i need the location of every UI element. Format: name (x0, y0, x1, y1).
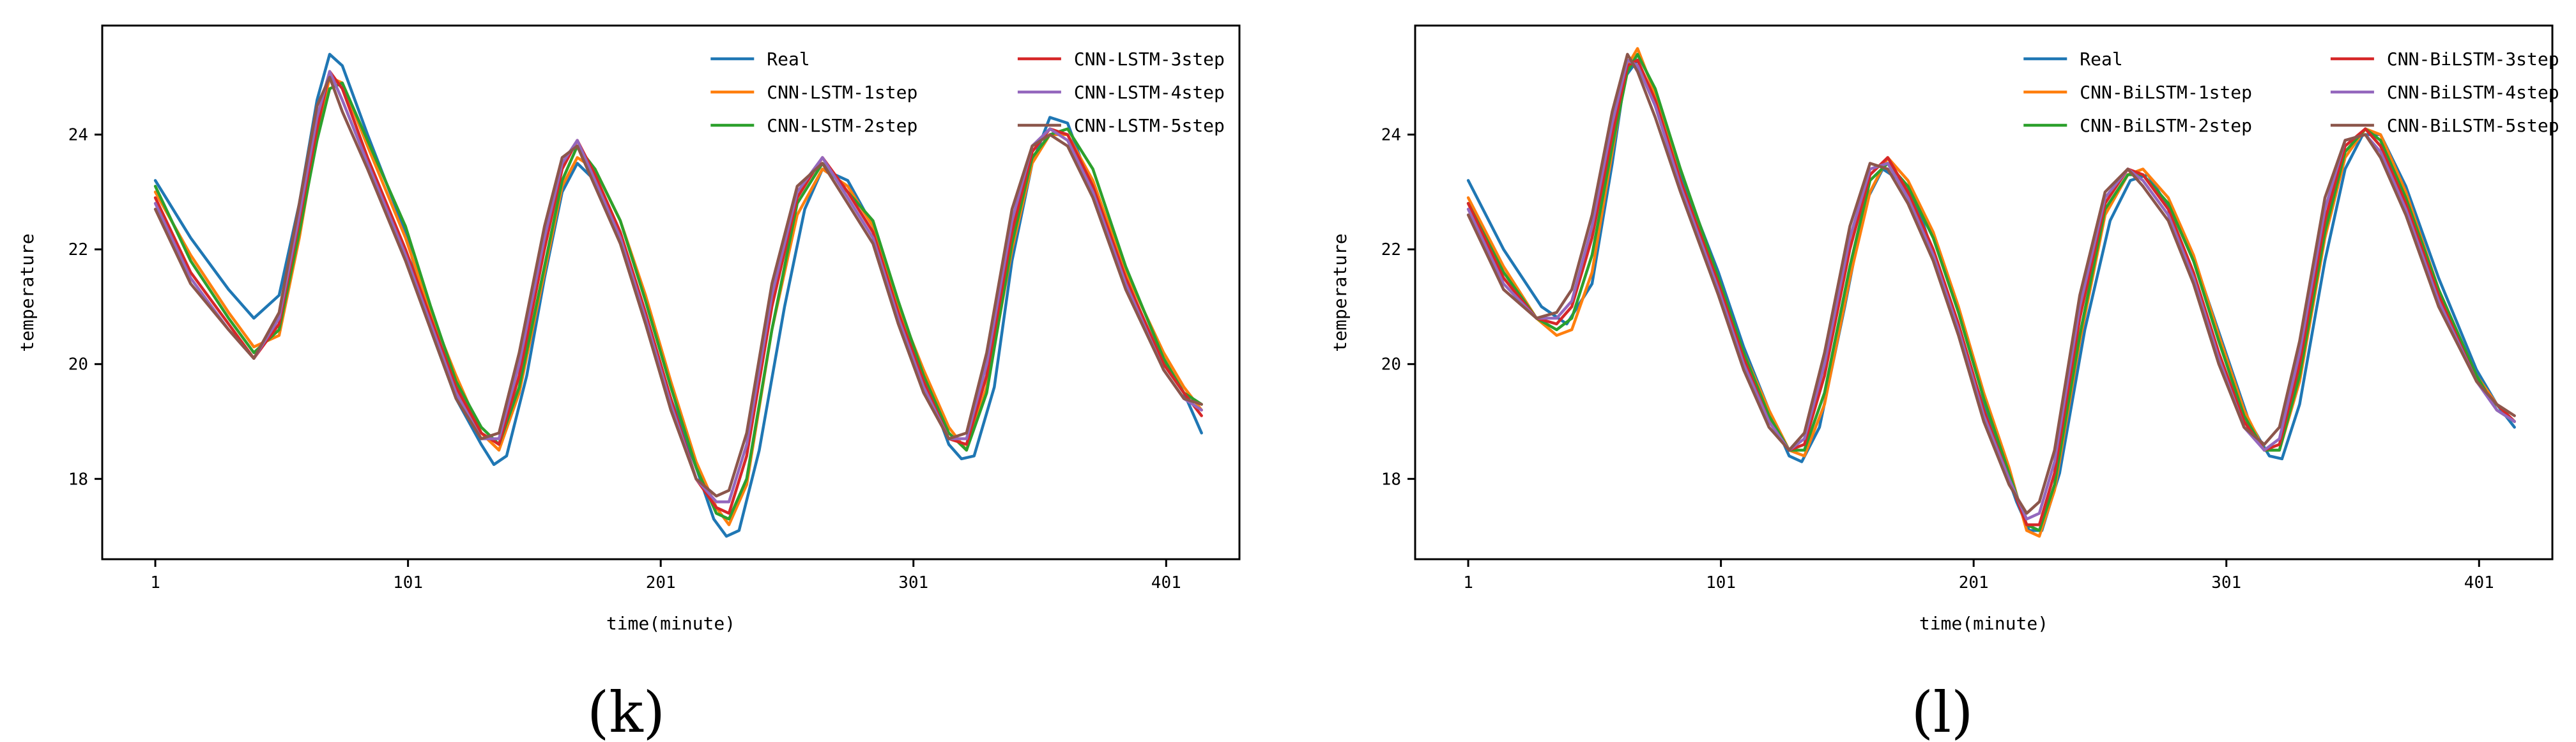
legend-label-cnn-bilstm-1step: CNN-BiLSTM-1step (2080, 82, 2252, 103)
series-line-cnn-bilstm-5step (1466, 52, 2516, 515)
legend: Real CNN-LSTM-1step CNN-LSTM-2step CNN-LSTM… (710, 49, 1225, 136)
y-tick-label: 20 (68, 355, 88, 375)
series-line-cnn-bilstm-2step (1466, 52, 2516, 532)
caption-k: (k) (587, 679, 665, 742)
x-tick-label: 101 (1706, 573, 1736, 592)
x-tick-label: 401 (1151, 573, 1181, 592)
chart-panel-k: 1 101 201 301 401 18 20 22 24 Real CNN-LSTM-1ste… (17, 24, 1241, 634)
x-tick-label: 401 (2464, 573, 2494, 592)
y-ticks: 18 20 22 24 (68, 126, 102, 489)
legend: Real CNN-BiLSTM-1step CNN-BiLSTM-2step CNN-… (2023, 49, 2559, 136)
x-tick-label: 1 (150, 573, 160, 592)
legend-label-cnn-bilstm-4step: CNN-BiLSTM-4step (2387, 82, 2559, 103)
x-tick-label: 301 (898, 573, 928, 592)
y-tick-label: 24 (1381, 126, 1401, 145)
x-axis-label: time(minute) (606, 613, 735, 634)
series-line-cnn-bilstm-4step (1466, 58, 2516, 521)
legend-label-real: Real (767, 49, 809, 70)
y-axis-label: temperature (1330, 233, 1351, 352)
plot-frame (1414, 24, 2554, 560)
x-tick-label: 201 (646, 573, 676, 592)
legend-label-cnn-lstm-5step: CNN-LSTM-5step (1074, 115, 1225, 136)
series-layer (1466, 47, 2516, 538)
x-axis-label: time(minute) (1919, 613, 2048, 634)
series-layer (153, 52, 1203, 538)
legend-label-cnn-lstm-3step: CNN-LSTM-3step (1074, 49, 1225, 70)
chart-panel-l: 1 101 201 301 401 18 20 22 24 Real CNN-BiLSTM-1s… (1330, 24, 2559, 634)
legend-label-real: Real (2080, 49, 2122, 70)
x-ticks: 1 101 201 301 401 (150, 559, 1181, 592)
x-tick-label: 101 (393, 573, 423, 592)
series-line-real (1466, 58, 2516, 532)
series-line-cnn-bilstm-1step (1466, 47, 2516, 538)
y-tick-label: 18 (1381, 470, 1401, 489)
legend-label-cnn-lstm-4step: CNN-LSTM-4step (1074, 82, 1225, 103)
y-tick-label: 20 (1381, 355, 1401, 375)
caption-l: (l) (1912, 679, 1974, 742)
legend-label-cnn-bilstm-2step: CNN-BiLSTM-2step (2080, 115, 2252, 136)
y-axis-label: temperature (17, 233, 38, 352)
x-tick-label: 1 (1463, 573, 1473, 592)
legend-label-cnn-lstm-2step: CNN-LSTM-2step (767, 115, 917, 136)
y-tick-label: 18 (68, 470, 88, 489)
series-line-cnn-lstm-5step (153, 75, 1203, 498)
y-tick-label: 22 (1381, 240, 1401, 259)
legend-label-cnn-bilstm-3step: CNN-BiLSTM-3step (2387, 49, 2559, 70)
x-tick-label: 201 (1959, 573, 1989, 592)
y-ticks: 18 20 22 24 (1381, 126, 1415, 489)
series-line-cnn-bilstm-3step (1466, 58, 2516, 527)
x-tick-label: 301 (2211, 573, 2241, 592)
legend-label-cnn-lstm-1step: CNN-LSTM-1step (767, 82, 917, 103)
y-tick-label: 22 (68, 240, 88, 259)
plot-frame (101, 24, 1241, 560)
legend-label-cnn-bilstm-5step: CNN-BiLSTM-5step (2387, 115, 2559, 136)
x-ticks: 1 101 201 301 401 (1463, 559, 2494, 592)
y-tick-label: 24 (68, 126, 88, 145)
